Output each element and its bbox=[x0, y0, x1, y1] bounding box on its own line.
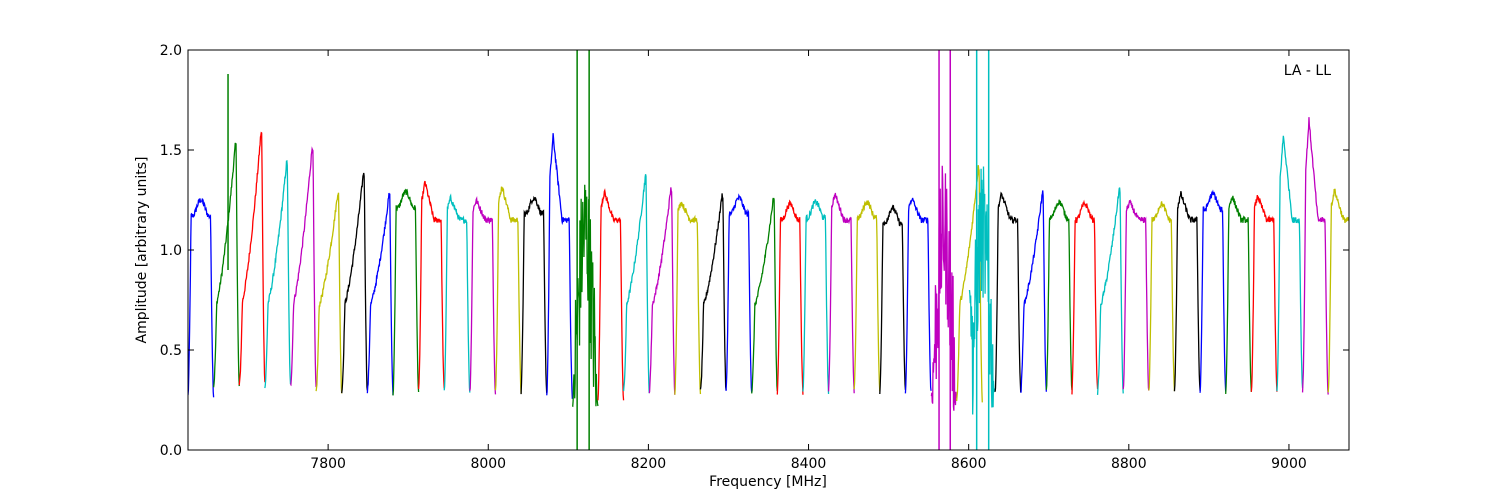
spectral-window-line bbox=[1122, 199, 1150, 391]
spectral-window-line bbox=[366, 192, 394, 396]
spectral-window-line bbox=[674, 201, 702, 395]
x-axis-label: Frequency [MHz] bbox=[709, 474, 827, 490]
y-tick-label: 1.0 bbox=[160, 243, 182, 259]
y-tick-label: 1.5 bbox=[160, 143, 182, 159]
spectral-window-line bbox=[879, 204, 907, 395]
spectral-window-line bbox=[264, 160, 292, 389]
x-tick-label: 8400 bbox=[791, 456, 827, 472]
spectral-window-line bbox=[341, 172, 368, 394]
y-tick-label: 2.0 bbox=[160, 43, 182, 59]
spectral-window-line bbox=[776, 199, 804, 395]
spectral-window-line bbox=[725, 193, 753, 393]
spectral-window-line bbox=[1225, 195, 1252, 394]
spectral-window-line bbox=[1173, 190, 1201, 392]
x-tick-label: 8600 bbox=[951, 456, 987, 472]
spectral-window-line bbox=[930, 165, 958, 411]
spectral-window-line bbox=[1301, 117, 1329, 395]
spectral-window-line bbox=[597, 188, 625, 401]
spectral-window-line bbox=[968, 166, 996, 415]
spectral-window-line bbox=[392, 188, 420, 396]
spectral-window-line bbox=[1250, 195, 1278, 392]
spectral-window-line bbox=[520, 195, 548, 395]
spectral-window-line bbox=[417, 180, 445, 390]
spectral-window-line bbox=[1327, 188, 1349, 393]
spectral-window-line bbox=[494, 186, 522, 394]
spectral-window-line bbox=[1045, 199, 1073, 391]
y-tick-label: 0.0 bbox=[160, 443, 182, 459]
spectral-window-line bbox=[212, 142, 240, 388]
spectral-window-line bbox=[1071, 199, 1099, 395]
spectral-window-line bbox=[290, 146, 317, 388]
spectral-window-line bbox=[238, 131, 266, 386]
x-tick-label: 7800 bbox=[310, 456, 346, 472]
spectral-window-line bbox=[904, 197, 932, 394]
spectral-window-line bbox=[1276, 135, 1304, 392]
spectral-window-line bbox=[827, 192, 855, 394]
series-layer bbox=[188, 50, 1349, 450]
x-tick-label: 8000 bbox=[470, 456, 506, 472]
spectral-window-line bbox=[699, 193, 727, 391]
axis-ticks: 7800 8000 8200 8400 8600 8800 9000 0.0 0.5 1.0 1.5… bbox=[160, 43, 1349, 472]
spectral-window-line bbox=[443, 193, 471, 393]
spectral-window-line bbox=[1148, 201, 1176, 392]
x-tick-label: 8200 bbox=[631, 456, 667, 472]
spectral-window-line bbox=[853, 200, 881, 392]
spectral-window-line bbox=[315, 192, 343, 394]
spectral-window-line bbox=[1096, 187, 1124, 395]
spectral-window-line bbox=[956, 165, 983, 403]
x-tick-label: 8800 bbox=[1111, 456, 1147, 472]
spectral-window-line bbox=[622, 174, 650, 394]
spectral-window-line bbox=[1199, 189, 1227, 393]
y-tick-label: 0.5 bbox=[160, 343, 182, 359]
spectral-window-line bbox=[1020, 190, 1047, 393]
y-axis-label: Amplitude [arbitrary units] bbox=[134, 157, 150, 344]
spectral-window-line bbox=[648, 187, 676, 395]
spectral-window-line bbox=[546, 133, 573, 399]
spectral-window-line bbox=[994, 191, 1022, 393]
spectral-window-line bbox=[469, 196, 497, 395]
spectral-window-line bbox=[572, 184, 599, 408]
spectral-window-line bbox=[751, 197, 778, 394]
spectral-window-line bbox=[802, 199, 830, 394]
plot-annotation: LA - LL bbox=[1284, 63, 1331, 79]
spectral-window-line bbox=[188, 198, 215, 398]
x-tick-label: 9000 bbox=[1271, 456, 1307, 472]
